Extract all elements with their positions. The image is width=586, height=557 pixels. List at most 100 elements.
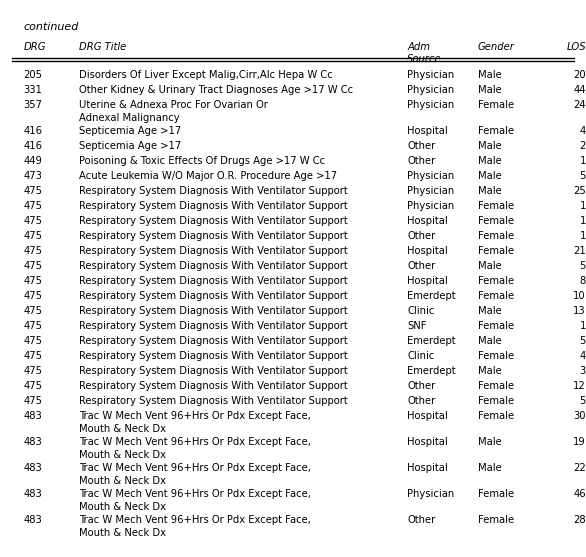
Text: 449: 449 [23, 156, 42, 166]
Text: Trac W Mech Vent 96+Hrs Or Pdx Except Face,
Mouth & Neck Dx: Trac W Mech Vent 96+Hrs Or Pdx Except Fa… [79, 515, 311, 538]
Text: 475: 475 [23, 201, 42, 211]
Text: 475: 475 [23, 351, 42, 361]
Text: Clinic: Clinic [407, 351, 435, 361]
Text: 1: 1 [580, 321, 586, 331]
Text: 475: 475 [23, 321, 42, 331]
Text: Poisoning & Toxic Effects Of Drugs Age >17 W Cc: Poisoning & Toxic Effects Of Drugs Age >… [79, 156, 325, 166]
Text: 475: 475 [23, 306, 42, 316]
Text: Respiratory System Diagnosis With Ventilator Support: Respiratory System Diagnosis With Ventil… [79, 186, 348, 196]
Text: Female: Female [478, 515, 514, 525]
Text: Female: Female [478, 126, 514, 136]
Text: Male: Male [478, 186, 502, 196]
Text: Respiratory System Diagnosis With Ventilator Support: Respiratory System Diagnosis With Ventil… [79, 306, 348, 316]
Text: Physician: Physician [407, 186, 455, 196]
Text: Respiratory System Diagnosis With Ventilator Support: Respiratory System Diagnosis With Ventil… [79, 336, 348, 346]
Text: 4: 4 [580, 351, 586, 361]
Text: Respiratory System Diagnosis With Ventilator Support: Respiratory System Diagnosis With Ventil… [79, 366, 348, 376]
Text: 4: 4 [580, 126, 586, 136]
Text: Hospital: Hospital [407, 276, 448, 286]
Text: Other: Other [407, 396, 435, 406]
Text: Septicemia Age >17: Septicemia Age >17 [79, 126, 181, 136]
Text: Clinic: Clinic [407, 306, 435, 316]
Text: 13: 13 [573, 306, 586, 316]
Text: Emerdept: Emerdept [407, 366, 456, 376]
Text: Trac W Mech Vent 96+Hrs Or Pdx Except Face,
Mouth & Neck Dx: Trac W Mech Vent 96+Hrs Or Pdx Except Fa… [79, 489, 311, 512]
Text: Respiratory System Diagnosis With Ventilator Support: Respiratory System Diagnosis With Ventil… [79, 231, 348, 241]
Text: 331: 331 [23, 85, 42, 95]
Text: 1: 1 [580, 216, 586, 226]
Text: Physician: Physician [407, 489, 455, 499]
Text: 483: 483 [23, 489, 42, 499]
Text: Female: Female [478, 381, 514, 391]
Text: 8: 8 [580, 276, 586, 286]
Text: 5: 5 [580, 396, 586, 406]
Text: 5: 5 [580, 171, 586, 181]
Text: 21: 21 [573, 246, 586, 256]
Text: 10: 10 [573, 291, 586, 301]
Text: Female: Female [478, 216, 514, 226]
Text: Female: Female [478, 291, 514, 301]
Text: Other: Other [407, 156, 435, 166]
Text: 22: 22 [573, 463, 586, 473]
Text: Respiratory System Diagnosis With Ventilator Support: Respiratory System Diagnosis With Ventil… [79, 276, 348, 286]
Text: Respiratory System Diagnosis With Ventilator Support: Respiratory System Diagnosis With Ventil… [79, 396, 348, 406]
Text: Male: Male [478, 156, 502, 166]
Text: Female: Female [478, 100, 514, 110]
Text: 475: 475 [23, 366, 42, 376]
Text: 483: 483 [23, 515, 42, 525]
Text: 5: 5 [580, 336, 586, 346]
Text: Other: Other [407, 141, 435, 151]
Text: 483: 483 [23, 463, 42, 473]
Text: Emerdept: Emerdept [407, 291, 456, 301]
Text: 475: 475 [23, 381, 42, 391]
Text: 483: 483 [23, 411, 42, 421]
Text: 2: 2 [580, 141, 586, 151]
Text: Physician: Physician [407, 70, 455, 80]
Text: Physician: Physician [407, 171, 455, 181]
Text: 20: 20 [573, 70, 586, 80]
Text: Other: Other [407, 515, 435, 525]
Text: 19: 19 [573, 437, 586, 447]
Text: 30: 30 [574, 411, 586, 421]
Text: Disorders Of Liver Except Malig,Cirr,Alc Hepa W Cc: Disorders Of Liver Except Malig,Cirr,Alc… [79, 70, 333, 80]
Text: DRG Title: DRG Title [79, 42, 127, 52]
Text: Respiratory System Diagnosis With Ventilator Support: Respiratory System Diagnosis With Ventil… [79, 201, 348, 211]
Text: Female: Female [478, 411, 514, 421]
Text: Respiratory System Diagnosis With Ventilator Support: Respiratory System Diagnosis With Ventil… [79, 381, 348, 391]
Text: Female: Female [478, 246, 514, 256]
Text: Trac W Mech Vent 96+Hrs Or Pdx Except Face,
Mouth & Neck Dx: Trac W Mech Vent 96+Hrs Or Pdx Except Fa… [79, 463, 311, 486]
Text: 475: 475 [23, 216, 42, 226]
Text: Male: Male [478, 70, 502, 80]
Text: Septicemia Age >17: Septicemia Age >17 [79, 141, 181, 151]
Text: Female: Female [478, 321, 514, 331]
Text: 28: 28 [573, 515, 586, 525]
Text: Physician: Physician [407, 201, 455, 211]
Text: Hospital: Hospital [407, 463, 448, 473]
Text: Trac W Mech Vent 96+Hrs Or Pdx Except Face,
Mouth & Neck Dx: Trac W Mech Vent 96+Hrs Or Pdx Except Fa… [79, 437, 311, 460]
Text: SNF: SNF [407, 321, 427, 331]
Text: 5: 5 [580, 261, 586, 271]
Text: Male: Male [478, 141, 502, 151]
Text: Female: Female [478, 489, 514, 499]
Text: continued: continued [23, 22, 79, 32]
Text: 475: 475 [23, 186, 42, 196]
Text: Other: Other [407, 381, 435, 391]
Text: Respiratory System Diagnosis With Ventilator Support: Respiratory System Diagnosis With Ventil… [79, 261, 348, 271]
Text: Respiratory System Diagnosis With Ventilator Support: Respiratory System Diagnosis With Ventil… [79, 321, 348, 331]
Text: 416: 416 [23, 126, 42, 136]
Text: 473: 473 [23, 171, 42, 181]
Text: Hospital: Hospital [407, 126, 448, 136]
Text: 205: 205 [23, 70, 42, 80]
Text: Male: Male [478, 336, 502, 346]
Text: Adm
Source: Adm Source [407, 42, 442, 65]
Text: Acute Leukemia W/O Major O.R. Procedure Age >17: Acute Leukemia W/O Major O.R. Procedure … [79, 171, 337, 181]
Text: Trac W Mech Vent 96+Hrs Or Pdx Except Face,
Mouth & Neck Dx: Trac W Mech Vent 96+Hrs Or Pdx Except Fa… [79, 411, 311, 434]
Text: Physician: Physician [407, 100, 455, 110]
Text: Hospital: Hospital [407, 437, 448, 447]
Text: Respiratory System Diagnosis With Ventilator Support: Respiratory System Diagnosis With Ventil… [79, 246, 348, 256]
Text: 46: 46 [573, 489, 586, 499]
Text: Male: Male [478, 85, 502, 95]
Text: Respiratory System Diagnosis With Ventilator Support: Respiratory System Diagnosis With Ventil… [79, 351, 348, 361]
Text: 475: 475 [23, 246, 42, 256]
Text: Gender: Gender [478, 42, 515, 52]
